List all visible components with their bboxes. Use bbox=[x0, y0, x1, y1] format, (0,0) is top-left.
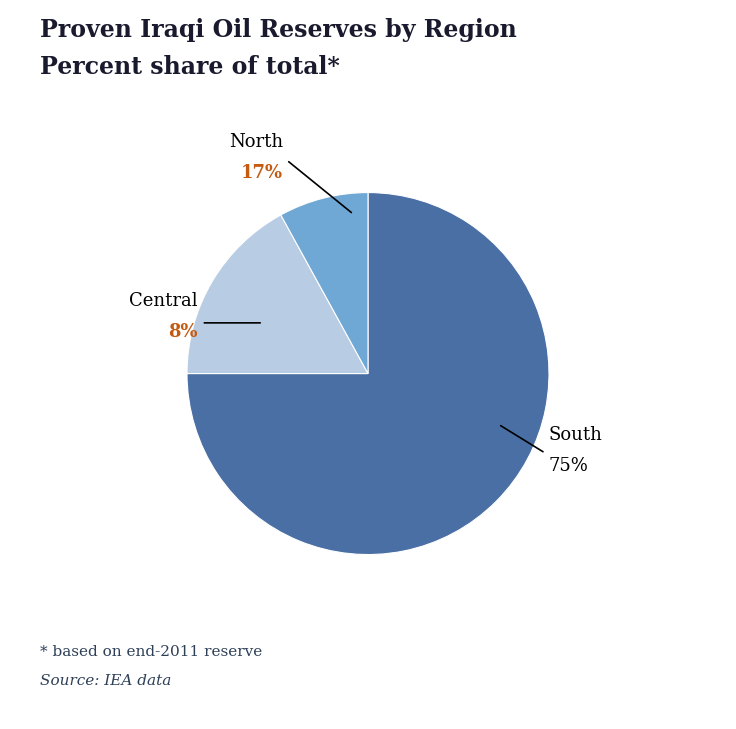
Text: Source: IEA data: Source: IEA data bbox=[40, 674, 171, 688]
Text: Central: Central bbox=[130, 292, 198, 311]
Text: North: North bbox=[229, 133, 283, 151]
Text: Percent share of total*: Percent share of total* bbox=[40, 55, 340, 79]
Text: 8%: 8% bbox=[169, 323, 198, 341]
Text: 17%: 17% bbox=[241, 164, 283, 182]
Text: South: South bbox=[549, 426, 603, 444]
Text: Proven Iraqi Oil Reserves by Region: Proven Iraqi Oil Reserves by Region bbox=[40, 18, 517, 42]
Wedge shape bbox=[187, 215, 368, 373]
Wedge shape bbox=[281, 192, 368, 373]
Wedge shape bbox=[187, 192, 549, 555]
Text: * based on end-2011 reserve: * based on end-2011 reserve bbox=[40, 645, 263, 659]
Text: 75%: 75% bbox=[549, 457, 589, 475]
